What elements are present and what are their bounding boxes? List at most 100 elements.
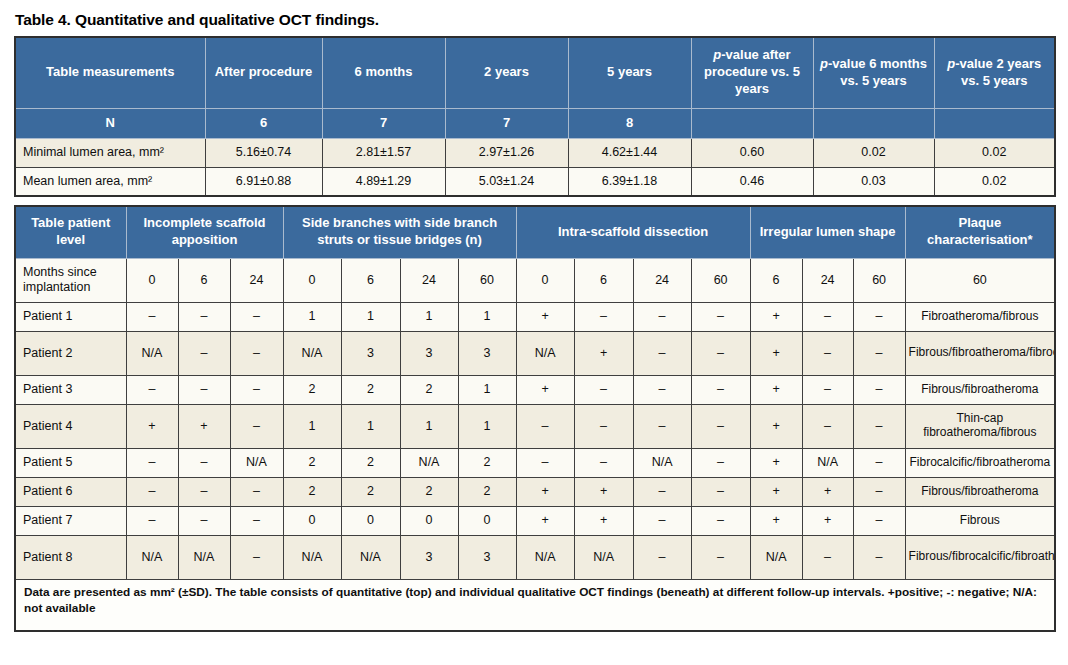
patient-cell: – — [853, 404, 905, 448]
patient-cell: – — [126, 506, 178, 535]
patient-cell: – — [853, 506, 905, 535]
patient-cell: 2 — [283, 448, 341, 477]
patient-cell: – — [230, 506, 283, 535]
patient-cell: – — [691, 375, 750, 404]
month-value: 60 — [458, 258, 516, 302]
patient-cell: 1 — [341, 302, 400, 331]
patient-cell: – — [691, 506, 750, 535]
corner-header-table-patient-level: Table patient level — [15, 206, 126, 258]
group-header-plaque-characterisation: Plaque characterisation* — [905, 206, 1055, 258]
month-value: 0 — [126, 258, 178, 302]
patient-cell: – — [126, 448, 178, 477]
patient-label: Patient 5 — [15, 448, 126, 477]
patient-cell: 3 — [458, 535, 516, 579]
patient-cell: 3 — [400, 331, 458, 375]
patient-cell: 2 — [400, 375, 458, 404]
col-header-pvalue-2-years: p-value 2 years vs. 5 years — [934, 37, 1055, 108]
patient-label: Patient 2 — [15, 331, 126, 375]
patient-cell: – — [633, 477, 691, 506]
cell-value: 0.03 — [813, 167, 934, 196]
patient-cell: – — [126, 375, 178, 404]
patient-cell: N/A — [283, 535, 341, 579]
patient-label: Patient 6 — [15, 477, 126, 506]
plaque-cell: Fibroatheroma/fibrous — [905, 302, 1055, 331]
patient-cell: – — [802, 331, 853, 375]
patient-cell: + — [574, 506, 633, 535]
table-footnote: Data are presented as mm² (±SD). The tab… — [15, 579, 1055, 631]
cell-value: 6.91±0.88 — [205, 167, 322, 196]
patient-cell: – — [853, 477, 905, 506]
patient-cell: – — [691, 404, 750, 448]
patient-cell: + — [574, 477, 633, 506]
cell-value: 4.89±1.29 — [322, 167, 445, 196]
table-title: Table 4. Quantitative and qualitative OC… — [0, 0, 1068, 36]
patient-row: Patient 2 N/A – – N/A 3 3 3 N/A + – – + … — [15, 331, 1055, 375]
patient-cell: – — [574, 404, 633, 448]
patient-cell: – — [126, 477, 178, 506]
patient-cell: – — [230, 404, 283, 448]
patient-cell: + — [750, 331, 802, 375]
col-header-2-years: 2 years — [445, 37, 568, 108]
quantitative-table: Table measurements After procedure 6 mon… — [14, 36, 1056, 197]
pvalue-header-text: -value 2 years vs. 5 years — [955, 56, 1041, 88]
cell-value: 5.03±1.24 — [445, 167, 568, 196]
qual-header-row: Table patient level Incomplete scaffold … — [15, 206, 1055, 258]
patient-cell: + — [802, 477, 853, 506]
patient-cell: 1 — [458, 404, 516, 448]
patient-cell: – — [230, 535, 283, 579]
cell-value: 4.62±1.44 — [568, 138, 691, 167]
n-value-empty — [934, 108, 1055, 138]
patient-cell: + — [750, 477, 802, 506]
patient-cell: 2 — [458, 448, 516, 477]
month-value: 6 — [341, 258, 400, 302]
patient-cell: 2 — [400, 477, 458, 506]
patient-cell: 0 — [341, 506, 400, 535]
patient-cell: – — [178, 302, 230, 331]
patient-cell: – — [853, 302, 905, 331]
patient-cell: – — [178, 477, 230, 506]
patient-cell: + — [126, 404, 178, 448]
patient-cell: N/A — [400, 448, 458, 477]
patient-cell: – — [853, 331, 905, 375]
patient-cell: + — [574, 331, 633, 375]
n-value-empty — [691, 108, 813, 138]
patient-label: Patient 7 — [15, 506, 126, 535]
row-label: Minimal lumen area, mm² — [15, 138, 205, 167]
patient-cell: – — [691, 302, 750, 331]
month-value: 24 — [802, 258, 853, 302]
month-value: 60 — [905, 258, 1055, 302]
n-value-empty — [813, 108, 934, 138]
month-value: 24 — [400, 258, 458, 302]
month-value: 24 — [230, 258, 283, 302]
patient-cell: 3 — [458, 331, 516, 375]
months-row: Months since implantation 0 6 24 0 6 24 … — [15, 258, 1055, 302]
patient-cell: N/A — [341, 535, 400, 579]
patient-cell: + — [750, 404, 802, 448]
patient-cell: – — [574, 448, 633, 477]
group-header-side-branches: Side branches with side branch struts or… — [283, 206, 516, 258]
patient-cell: N/A — [516, 535, 574, 579]
group-header-incomplete-scaffold-apposition: Incomplete scaffold apposition — [126, 206, 283, 258]
patient-cell: – — [633, 506, 691, 535]
patient-cell: 1 — [283, 302, 341, 331]
patient-cell: 2 — [341, 477, 400, 506]
patient-cell: N/A — [126, 535, 178, 579]
plaque-cell: Fibrous/fibroatheroma — [905, 375, 1055, 404]
patient-cell: – — [853, 535, 905, 579]
patient-cell: N/A — [126, 331, 178, 375]
patient-label: Patient 3 — [15, 375, 126, 404]
patient-row: Patient 6 – – – 2 2 2 2 + + – – + + – Fi… — [15, 477, 1055, 506]
patient-cell: – — [574, 302, 633, 331]
patient-cell: 3 — [341, 331, 400, 375]
patient-cell: 1 — [400, 404, 458, 448]
patient-cell: 1 — [400, 302, 458, 331]
patient-label: Patient 4 — [15, 404, 126, 448]
patient-cell: 2 — [283, 477, 341, 506]
patient-cell: – — [633, 375, 691, 404]
patient-cell: – — [230, 331, 283, 375]
plaque-cell: Fibrous — [905, 506, 1055, 535]
patient-cell: N/A — [178, 535, 230, 579]
patient-cell: N/A — [802, 448, 853, 477]
patient-cell: 2 — [283, 375, 341, 404]
patient-label: Patient 1 — [15, 302, 126, 331]
